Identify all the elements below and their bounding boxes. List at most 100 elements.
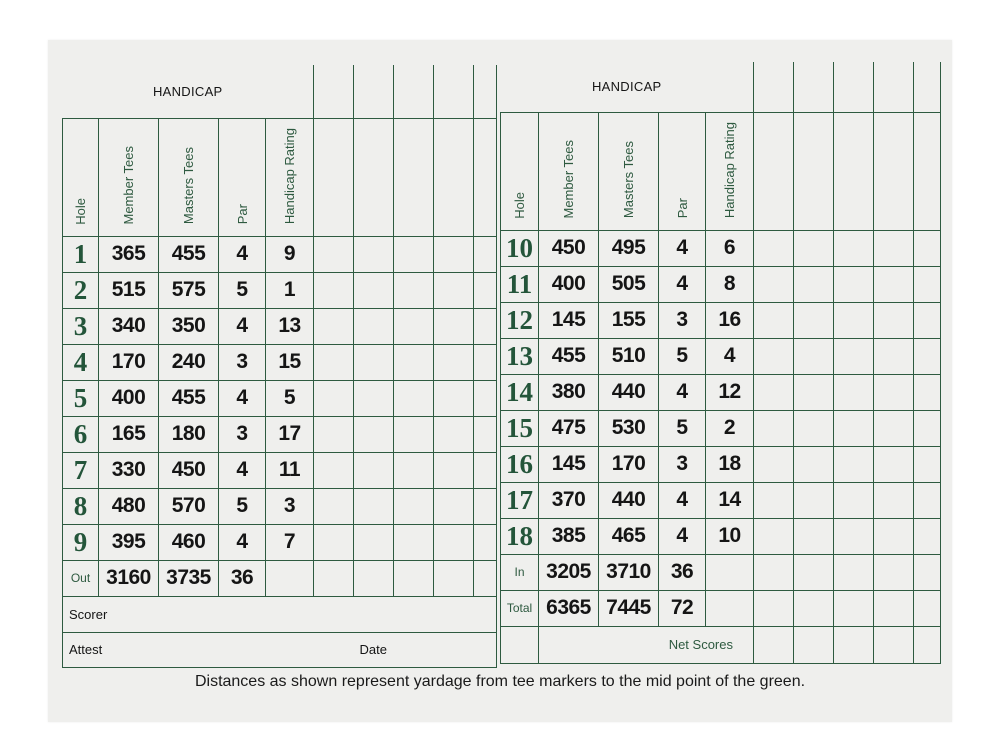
score-cell[interactable] [873, 111, 914, 231]
score-cell[interactable] [833, 337, 874, 375]
score-cell[interactable] [393, 307, 434, 345]
score-cell[interactable] [793, 481, 834, 519]
score-cell[interactable] [793, 553, 834, 591]
score-cell[interactable] [393, 523, 434, 561]
player-header-cell[interactable] [753, 62, 794, 113]
score-cell[interactable] [353, 415, 394, 453]
score-cell[interactable] [393, 271, 434, 309]
score-cell[interactable] [913, 301, 941, 339]
player-header-cell[interactable] [433, 65, 474, 119]
score-cell[interactable] [473, 523, 497, 561]
score-cell[interactable] [873, 445, 914, 483]
score-cell[interactable] [473, 235, 497, 273]
score-cell[interactable] [393, 451, 434, 489]
score-cell[interactable] [793, 111, 834, 231]
score-cell[interactable] [393, 117, 434, 237]
score-cell[interactable] [793, 409, 834, 447]
score-cell[interactable] [353, 307, 394, 345]
score-cell[interactable] [913, 373, 941, 411]
score-cell[interactable] [753, 625, 794, 664]
score-cell[interactable] [313, 307, 354, 345]
score-cell[interactable] [433, 451, 474, 489]
score-cell[interactable] [353, 523, 394, 561]
score-cell[interactable] [433, 415, 474, 453]
score-cell[interactable] [473, 271, 497, 309]
score-cell[interactable] [913, 517, 941, 555]
score-cell[interactable] [833, 409, 874, 447]
player-header-cell[interactable] [313, 65, 354, 119]
score-cell[interactable] [313, 487, 354, 525]
score-cell[interactable] [433, 271, 474, 309]
score-cell[interactable] [913, 337, 941, 375]
score-cell[interactable] [313, 117, 354, 237]
score-cell[interactable] [793, 517, 834, 555]
score-cell[interactable] [753, 111, 794, 231]
score-cell[interactable] [833, 589, 874, 627]
score-cell[interactable] [793, 265, 834, 303]
score-cell[interactable] [793, 337, 834, 375]
score-cell[interactable] [753, 589, 794, 627]
score-cell[interactable] [873, 589, 914, 627]
score-cell[interactable] [873, 625, 914, 664]
score-cell[interactable] [313, 271, 354, 309]
date-field[interactable]: Date [353, 631, 497, 668]
score-cell[interactable] [473, 117, 497, 237]
score-cell[interactable] [793, 625, 834, 664]
player-header-cell[interactable] [873, 62, 914, 113]
score-cell[interactable] [433, 379, 474, 417]
score-cell[interactable] [473, 379, 497, 417]
score-cell[interactable] [313, 415, 354, 453]
score-cell[interactable] [313, 451, 354, 489]
score-cell[interactable] [753, 553, 794, 591]
score-cell[interactable] [393, 235, 434, 273]
score-cell[interactable] [393, 379, 434, 417]
score-cell[interactable] [353, 235, 394, 273]
score-cell[interactable] [913, 229, 941, 267]
score-cell[interactable] [433, 235, 474, 273]
score-cell[interactable] [753, 265, 794, 303]
score-cell[interactable] [873, 229, 914, 267]
score-cell[interactable] [433, 559, 474, 597]
score-cell[interactable] [913, 111, 941, 231]
score-cell[interactable] [793, 373, 834, 411]
score-cell[interactable] [473, 307, 497, 345]
score-cell[interactable] [313, 343, 354, 381]
score-cell[interactable] [433, 117, 474, 237]
scorer-field[interactable]: Scorer [62, 595, 497, 633]
score-cell[interactable] [353, 451, 394, 489]
score-cell[interactable] [313, 235, 354, 273]
score-cell[interactable] [913, 481, 941, 519]
score-cell[interactable] [873, 517, 914, 555]
score-cell[interactable] [393, 559, 434, 597]
score-cell[interactable] [353, 559, 394, 597]
score-cell[interactable] [873, 265, 914, 303]
player-header-cell[interactable] [913, 62, 941, 113]
player-header-cell[interactable] [793, 62, 834, 113]
score-cell[interactable] [793, 445, 834, 483]
score-cell[interactable] [793, 229, 834, 267]
score-cell[interactable] [433, 523, 474, 561]
score-cell[interactable] [393, 487, 434, 525]
score-cell[interactable] [873, 373, 914, 411]
score-cell[interactable] [873, 553, 914, 591]
score-cell[interactable] [873, 409, 914, 447]
score-cell[interactable] [833, 265, 874, 303]
score-cell[interactable] [873, 481, 914, 519]
score-cell[interactable] [433, 307, 474, 345]
score-cell[interactable] [753, 301, 794, 339]
score-cell[interactable] [393, 343, 434, 381]
score-cell[interactable] [913, 553, 941, 591]
score-cell[interactable] [753, 337, 794, 375]
score-cell[interactable] [753, 481, 794, 519]
score-cell[interactable] [833, 481, 874, 519]
score-cell[interactable] [833, 373, 874, 411]
score-cell[interactable] [833, 111, 874, 231]
score-cell[interactable] [833, 517, 874, 555]
score-cell[interactable] [913, 409, 941, 447]
score-cell[interactable] [353, 271, 394, 309]
score-cell[interactable] [913, 445, 941, 483]
score-cell[interactable] [913, 265, 941, 303]
score-cell[interactable] [433, 343, 474, 381]
score-cell[interactable] [833, 229, 874, 267]
score-cell[interactable] [473, 487, 497, 525]
